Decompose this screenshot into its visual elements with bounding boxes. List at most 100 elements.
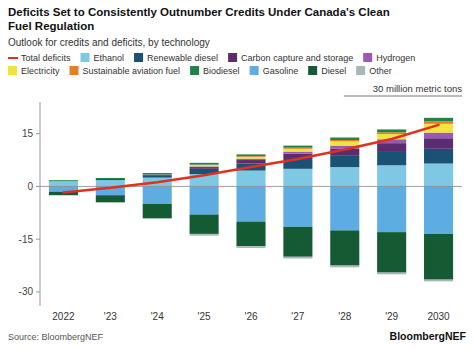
legend-item: Biodiesel — [190, 66, 240, 76]
bar-segment — [236, 246, 265, 248]
y-tick-label: 0 — [27, 181, 33, 192]
title-line: Deficits Set to Consistently Outnumber C… — [8, 6, 390, 18]
bar-segment — [143, 174, 172, 175]
x-tick-label: 2030 — [427, 311, 450, 322]
y-tick-label: -15 — [19, 234, 34, 245]
bar-segment — [143, 204, 172, 218]
y-tick — [36, 133, 40, 134]
bar-segment — [236, 160, 265, 164]
bar-segment — [330, 138, 359, 140]
legend-label: Biodiesel — [203, 66, 240, 76]
background — [0, 0, 474, 348]
bar-segment — [283, 148, 312, 149]
legend-item: Gasoline — [250, 66, 299, 76]
bar-segment — [96, 202, 125, 204]
bar-segment — [236, 159, 265, 160]
bar-segment — [330, 141, 359, 145]
bar-segment — [49, 180, 78, 181]
bar-segment — [143, 174, 172, 175]
legend-swatch — [228, 53, 237, 62]
bar-segment — [424, 133, 453, 139]
bar-segment — [49, 180, 78, 181]
bar-segment — [190, 186, 219, 214]
legend-item: Other — [356, 66, 392, 76]
bar-segment — [377, 152, 406, 165]
bar-segment — [330, 167, 359, 186]
x-tick-label: '28 — [338, 311, 351, 322]
bar-segment — [49, 180, 78, 181]
line — [63, 125, 438, 193]
legend-item: Carbon capture and storage — [228, 53, 353, 63]
x-tick-label: '25 — [198, 311, 211, 322]
bar-segment — [283, 257, 312, 259]
legend-line — [8, 57, 18, 59]
legend-swatch — [134, 53, 143, 62]
source: Source: BloombergNEF — [8, 332, 104, 342]
bar-segment — [96, 179, 125, 180]
bar-segment — [96, 179, 125, 180]
bar-segment — [190, 234, 219, 236]
legend-label: Gasoline — [263, 66, 299, 76]
legend-label: Hydrogen — [376, 53, 415, 63]
legend-label: Diesel — [321, 66, 346, 76]
bar-segment — [236, 222, 265, 247]
legend-item: Hydrogen — [363, 53, 415, 63]
bar-segment — [283, 186, 312, 226]
bar-segment — [283, 169, 312, 187]
legend-swatch — [70, 66, 79, 75]
bar-segment — [236, 157, 265, 159]
chart: Deficits Set to Consistently Outnumber C… — [0, 0, 474, 348]
legend-item: Sustainable aviation fuel — [70, 66, 181, 76]
bar-segment — [377, 186, 406, 232]
watermark: BloombergNEF — [390, 330, 467, 342]
bar-segment — [424, 164, 453, 187]
legend-swatch — [81, 53, 90, 62]
bar-segment — [424, 121, 453, 123]
bar-segment — [424, 234, 453, 280]
x-tick-label: '23 — [104, 311, 117, 322]
plot — [40, 118, 462, 282]
subtitle: Outlook for credits and deficits, by tec… — [8, 37, 210, 48]
bar-segment — [283, 149, 312, 152]
x-tick-label: '26 — [244, 311, 257, 322]
legend-swatch — [356, 66, 365, 75]
y-tick-label: -30 — [19, 286, 34, 297]
bar-segment — [424, 186, 453, 233]
legend-swatch — [250, 66, 259, 75]
legend-label: Carbon capture and storage — [241, 53, 353, 63]
annotation: 30 million metric tons — [373, 83, 462, 94]
bar-segment — [49, 180, 78, 182]
zero-line — [40, 186, 462, 187]
bar-segment — [49, 181, 78, 186]
legend-item: Diesel — [308, 66, 346, 76]
bar-segment — [143, 175, 172, 177]
annotation-rule — [344, 96, 462, 97]
legend-swatch — [363, 53, 372, 62]
bar-segment — [143, 174, 172, 175]
y-tick — [36, 291, 40, 292]
bar-segment — [330, 140, 359, 141]
x-axis: 2022'23'24'25'26'27'28'292030 — [52, 311, 450, 322]
legend-label: Ethanol — [94, 53, 125, 63]
bar-segment — [424, 138, 453, 149]
bar-segment — [49, 180, 78, 181]
title: Deficits Set to Consistently Outnumber C… — [8, 6, 390, 32]
bar-segment — [143, 218, 172, 219]
bar-segment — [190, 215, 219, 234]
legend-item: Renewable diesel — [134, 53, 218, 63]
bar-segment — [424, 118, 453, 122]
bar-segment — [330, 230, 359, 265]
x-tick-label: 2022 — [52, 311, 75, 322]
bar-segment — [190, 165, 219, 166]
legend-item: Ethanol — [81, 53, 125, 63]
legend-label: Renewable diesel — [147, 53, 218, 63]
bar-segment — [424, 280, 453, 282]
legend-label: Other — [369, 66, 392, 76]
legend-swatch — [190, 66, 199, 75]
bar-segment — [49, 180, 78, 181]
bar-segment — [236, 171, 265, 187]
y-axis-line — [40, 102, 41, 306]
bar-segment — [143, 173, 172, 174]
bar-segment — [96, 179, 125, 180]
bar-segment — [330, 156, 359, 167]
